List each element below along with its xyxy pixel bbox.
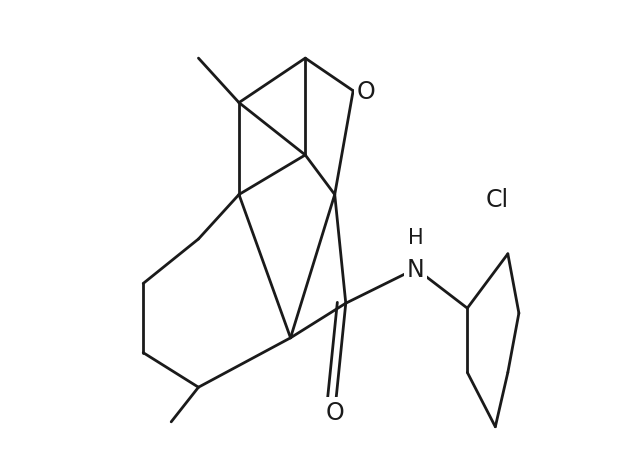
Text: H: H — [408, 228, 424, 248]
Text: O: O — [325, 400, 344, 424]
Text: O: O — [357, 79, 376, 103]
Text: N: N — [407, 257, 424, 281]
Text: Cl: Cl — [485, 188, 508, 212]
